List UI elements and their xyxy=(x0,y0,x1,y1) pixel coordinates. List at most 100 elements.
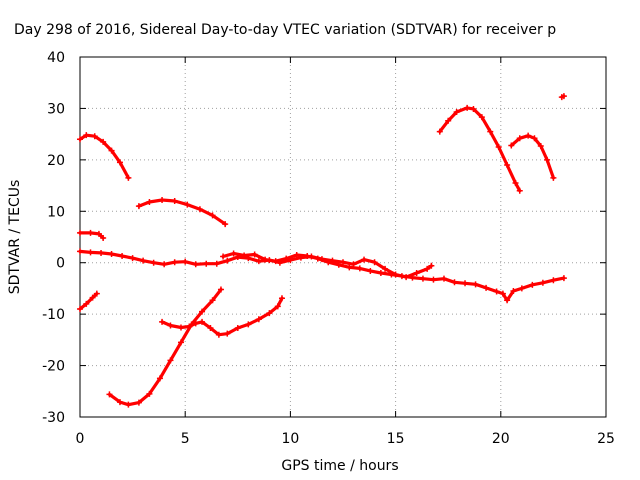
data-point xyxy=(106,391,113,398)
data-point xyxy=(140,257,147,264)
data-point xyxy=(462,280,469,287)
data-point xyxy=(274,303,281,310)
data-point xyxy=(377,270,384,276)
data-point xyxy=(493,288,500,295)
data-point xyxy=(234,325,241,332)
y-axis-label: SDTVAR / TECUs xyxy=(7,180,23,295)
y-tick-labels: -30 -20 -10 0 10 20 30 40 xyxy=(42,50,65,426)
data-point xyxy=(146,199,153,206)
y-tick-label: 10 xyxy=(47,204,65,220)
data-point xyxy=(499,290,506,297)
data-point xyxy=(93,290,100,297)
data-point xyxy=(209,212,216,219)
data-point xyxy=(91,133,98,140)
data-point xyxy=(119,253,126,260)
data-point xyxy=(419,275,426,282)
data-point xyxy=(356,265,363,272)
data-point xyxy=(192,320,199,327)
data-point xyxy=(125,401,132,408)
data-point xyxy=(537,142,544,149)
x-tick-label: 25 xyxy=(597,431,615,447)
x-axis-label: GPS time / hours xyxy=(281,458,398,474)
data-point xyxy=(215,331,222,338)
data-point xyxy=(550,277,557,284)
data-point xyxy=(539,279,546,286)
y-tick-label: -10 xyxy=(42,307,65,323)
data-point xyxy=(77,136,83,143)
data-point xyxy=(125,174,132,181)
data-point xyxy=(199,308,206,315)
data-point xyxy=(224,257,231,264)
data-point xyxy=(266,310,273,317)
data-point xyxy=(560,275,567,282)
y-tick-label: 40 xyxy=(47,50,65,66)
data-point xyxy=(304,253,311,260)
data-point xyxy=(361,256,368,263)
x-tick-label: 5 xyxy=(181,431,190,447)
data-point xyxy=(83,300,90,307)
data-point xyxy=(159,196,166,203)
data-point xyxy=(371,259,378,266)
data-point xyxy=(116,399,123,406)
y-tick-label: -20 xyxy=(42,359,65,375)
data-point xyxy=(278,295,285,302)
data-point xyxy=(167,357,174,364)
data-point xyxy=(177,339,184,346)
y-tick-label: 20 xyxy=(47,153,65,169)
series-line-arc-4 xyxy=(78,292,99,311)
data-point xyxy=(325,259,332,266)
data-point xyxy=(177,324,184,331)
data-point xyxy=(171,259,178,266)
data-point xyxy=(409,274,416,281)
data-point xyxy=(487,128,494,135)
series-group xyxy=(77,93,567,408)
axis-ticks xyxy=(79,56,607,418)
plot-frame xyxy=(79,56,607,418)
chart-title: Day 298 of 2016, Sidereal Day-to-day VTE… xyxy=(14,22,556,38)
data-point xyxy=(430,276,437,283)
data-point xyxy=(77,306,83,312)
data-point xyxy=(440,275,447,282)
data-point xyxy=(398,273,405,280)
data-point xyxy=(504,162,511,168)
data-point xyxy=(199,318,206,325)
data-point xyxy=(367,267,374,274)
data-point xyxy=(220,253,227,260)
data-point xyxy=(525,132,532,139)
data-point xyxy=(83,132,90,139)
data-point xyxy=(95,230,102,237)
data-point xyxy=(382,265,389,272)
data-point xyxy=(89,294,96,301)
data-point xyxy=(424,265,431,272)
data-point xyxy=(293,252,300,258)
data-point xyxy=(504,297,511,304)
data-point xyxy=(550,174,557,181)
data-point xyxy=(196,206,203,213)
data-point xyxy=(346,264,353,271)
data-point xyxy=(116,159,123,166)
data-point xyxy=(207,325,214,332)
data-point xyxy=(283,255,290,262)
data-point xyxy=(108,147,115,154)
data-point xyxy=(544,156,551,163)
data-point xyxy=(245,321,252,328)
data-point xyxy=(255,316,262,323)
x-tick-labels: 0 5 10 15 20 25 xyxy=(76,431,615,447)
y-tick-label: 0 xyxy=(56,256,65,272)
data-point xyxy=(135,203,142,210)
data-point xyxy=(470,105,477,112)
data-point xyxy=(209,297,216,304)
data-point xyxy=(213,260,220,267)
data-point xyxy=(217,286,224,293)
data-point xyxy=(184,201,191,208)
data-point xyxy=(428,262,435,269)
series-line-arc-2 xyxy=(137,198,227,226)
data-point xyxy=(508,142,515,149)
data-point xyxy=(241,252,248,259)
data-point xyxy=(451,279,458,286)
data-point xyxy=(186,323,193,330)
data-point xyxy=(516,135,523,142)
data-point xyxy=(203,260,210,267)
data-point xyxy=(182,258,189,265)
